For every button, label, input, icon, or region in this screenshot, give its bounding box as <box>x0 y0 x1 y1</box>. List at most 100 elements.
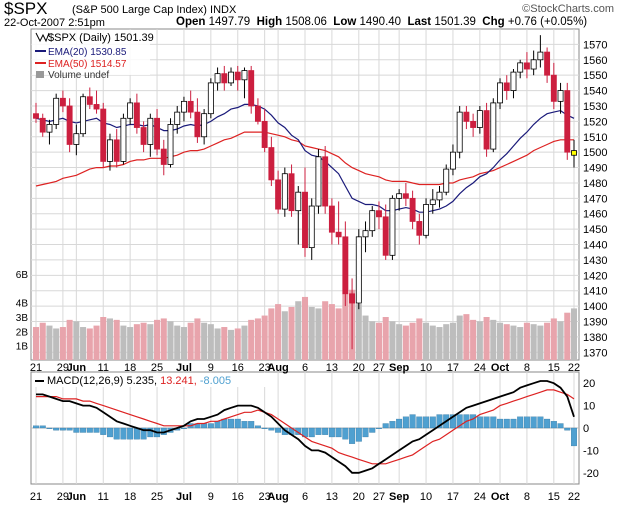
volume-bar <box>382 317 389 360</box>
macd-histogram-bar <box>268 427 275 431</box>
candle-body <box>120 117 127 162</box>
volume-bar <box>335 308 342 360</box>
volume-bar <box>355 304 362 360</box>
macd-histogram-bar <box>571 427 577 447</box>
macd-legend-label: MACD(12,26,9) <box>47 375 126 387</box>
candle-body <box>544 51 551 76</box>
price-axis-label: 1480 <box>583 178 607 190</box>
volume-bar <box>133 324 140 360</box>
volume-bar <box>342 294 349 360</box>
candle-body <box>113 139 120 162</box>
quote-bar: Open 1497.79 High 1508.06 Low 1490.40 La… <box>176 16 587 28</box>
volume-bar <box>140 322 147 360</box>
macd-histogram-bar <box>315 427 322 435</box>
macd-x-label: 18 <box>124 491 136 503</box>
price-axis-label: 1560 <box>583 55 607 67</box>
candle-body <box>328 205 335 233</box>
ema50-line <box>35 131 574 187</box>
macd-histogram-bar <box>470 414 477 429</box>
open-label: Open <box>176 16 206 28</box>
price-x-label: 20 <box>353 362 365 374</box>
volume-bar <box>268 308 275 360</box>
macd-axis-label: -20 <box>583 468 599 480</box>
candle-body <box>503 82 510 91</box>
macd-histogram-bar <box>127 427 134 440</box>
macd-axis-label: 10 <box>583 401 595 413</box>
macd-histogram-bar <box>396 418 403 429</box>
price-axis-label: 1380 <box>583 332 607 344</box>
candle-body <box>362 230 369 238</box>
legend-candle-icon <box>35 32 50 43</box>
candle-body <box>268 147 275 181</box>
candle-body <box>355 236 362 304</box>
candle-body <box>194 111 201 138</box>
candle-body <box>308 205 315 249</box>
candle-body <box>46 124 53 133</box>
legend-box <box>32 30 150 75</box>
candle-body <box>241 70 248 81</box>
security-full-name: (S&P 500 Large Cap Index) <box>72 4 207 16</box>
price-axis-label: 1520 <box>583 116 607 128</box>
price-x-label: Aug <box>267 362 288 374</box>
price-x-label: Jun <box>67 362 87 374</box>
macd-x-label: 15 <box>548 491 560 503</box>
volume-bar <box>483 317 490 360</box>
candle-body <box>80 96 87 135</box>
macd-histogram-bar <box>409 414 416 429</box>
candle-body <box>557 90 564 102</box>
macd-axis-label: 0 <box>583 423 589 435</box>
macd-histogram-bar <box>254 425 261 429</box>
volume-bar <box>503 324 510 360</box>
macd-x-label: 21 <box>30 491 42 503</box>
price-axis-label: 1370 <box>583 347 607 359</box>
volume-bar <box>221 327 228 360</box>
volume-bar <box>402 325 409 360</box>
volume-bar <box>369 321 376 360</box>
macd-legend: MACD(12,26,9) 5.235, 13.241, -8.005 <box>47 375 231 387</box>
price-x-label: 27 <box>373 362 385 374</box>
macd-histogram-bar <box>376 427 382 429</box>
candle-body <box>476 110 483 128</box>
macd-histogram-bar <box>46 427 53 429</box>
symbol-label: $SPX <box>4 0 48 18</box>
volume-bar <box>261 315 268 360</box>
price-axis-label: 1530 <box>583 101 607 113</box>
volume-bar <box>456 315 463 360</box>
macd-x-label: Sep <box>389 491 409 503</box>
candle-body <box>39 117 46 133</box>
macd-x-label: 11 <box>98 491 109 503</box>
macd-x-label: 8 <box>524 491 530 503</box>
macd-histogram-bar <box>449 414 456 429</box>
volume-bar <box>301 296 309 360</box>
price-axis-label: 1410 <box>583 286 607 298</box>
candle-body <box>100 108 107 162</box>
macd-histogram-bar <box>133 427 140 440</box>
volume-bar <box>59 327 66 360</box>
volume-bar <box>436 327 443 360</box>
open-value: 1497.79 <box>208 16 251 28</box>
candle-body <box>571 150 577 156</box>
price-x-label: 22 <box>568 362 580 374</box>
candle-body <box>302 191 308 249</box>
volume-bar <box>429 325 436 360</box>
price-x-label: Jul <box>176 362 192 374</box>
volume-bar <box>73 321 80 360</box>
legend-volume: Volume undef <box>48 70 109 81</box>
volume-bar <box>557 321 564 360</box>
macd-histogram-bar <box>33 425 39 429</box>
chg-value: +0.76 (+0.05%) <box>507 16 588 28</box>
macd-histogram-bar <box>113 427 120 440</box>
macd-histogram-bar <box>80 427 87 433</box>
volume-bar <box>375 322 383 360</box>
volume-bar <box>544 322 551 360</box>
candle-body <box>53 97 60 125</box>
candle-body <box>537 51 544 61</box>
price-x-label: 9 <box>208 362 214 374</box>
candle-body <box>214 73 221 84</box>
macd-histogram-bar <box>248 421 255 429</box>
candle-body <box>275 179 282 210</box>
macd-x-label: 25 <box>151 491 163 503</box>
macd-axis-label: -10 <box>583 445 599 457</box>
macd-axis-label: 20 <box>583 378 595 390</box>
macd-histogram-bar <box>73 427 80 433</box>
